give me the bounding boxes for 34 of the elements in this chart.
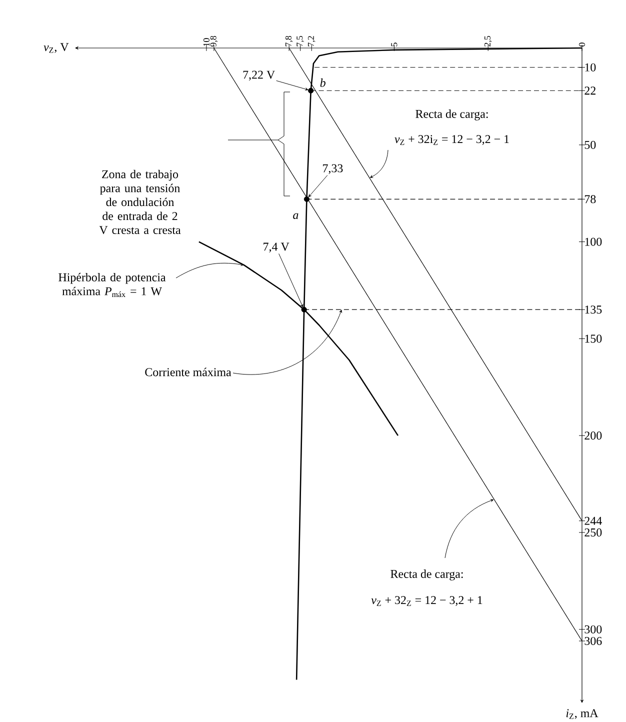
x-tick-label: 2,5 <box>484 36 492 46</box>
x-tick-label: 10 <box>203 38 210 46</box>
x-axis-title: v$_{Z}$, V <box>44 43 69 53</box>
annotation: 7,4 V <box>264 242 290 252</box>
y-axis-title: i$_{Z}$, mA <box>566 709 598 719</box>
y-tick-label: 306 <box>584 636 602 646</box>
y-tick-label: 244 <box>584 516 602 525</box>
x-tick-label: 7,2 <box>308 36 316 46</box>
annotation: Corriente máxima <box>145 368 232 376</box>
annotation: a <box>293 213 298 220</box>
annotation: 7,33 <box>323 164 343 174</box>
y-tick-label: 300 <box>584 625 602 634</box>
y-tick-label: 200 <box>584 432 602 440</box>
x-tick-label: 7,8 <box>285 36 293 46</box>
annotation: Hipérbola de potencia máxima P$_{máx}$ = 1 W <box>58 272 166 298</box>
x-tick-label: 7,5 <box>296 36 304 46</box>
annotation: Zona de trabajo para una tensión de ondulación de entrada de 2 V cresta a cresta <box>99 170 181 234</box>
y-tick-label: 250 <box>584 528 602 536</box>
y-tick-label: 78 <box>584 195 596 204</box>
y-tick-label: 150 <box>585 334 602 343</box>
y-tick-label: 50 <box>584 140 596 149</box>
x-tick-label: 5 <box>391 42 398 46</box>
annotation: Recta de carga: <box>416 110 488 120</box>
annotation: v$_{Z}$ + 32$_{Z}$ = 12 − 3,2 + 1 <box>371 596 482 606</box>
y-tick-label: 100 <box>585 238 602 246</box>
y-tick-label: 135 <box>585 306 602 314</box>
y-tick-label: 22 <box>584 86 596 95</box>
annotation: v$_{Z}$ + 32i$_{Z}$ = 12 − 3,2 − 1 <box>394 135 509 145</box>
annotation: 7,22 V <box>243 70 275 81</box>
annotation: b <box>320 78 326 87</box>
y-tick-label: 10 <box>585 63 596 72</box>
x-tick-label: 0 <box>578 42 586 46</box>
annotation: Recta de carga: <box>390 570 463 580</box>
x-tick-label: 9,8 <box>210 36 218 47</box>
